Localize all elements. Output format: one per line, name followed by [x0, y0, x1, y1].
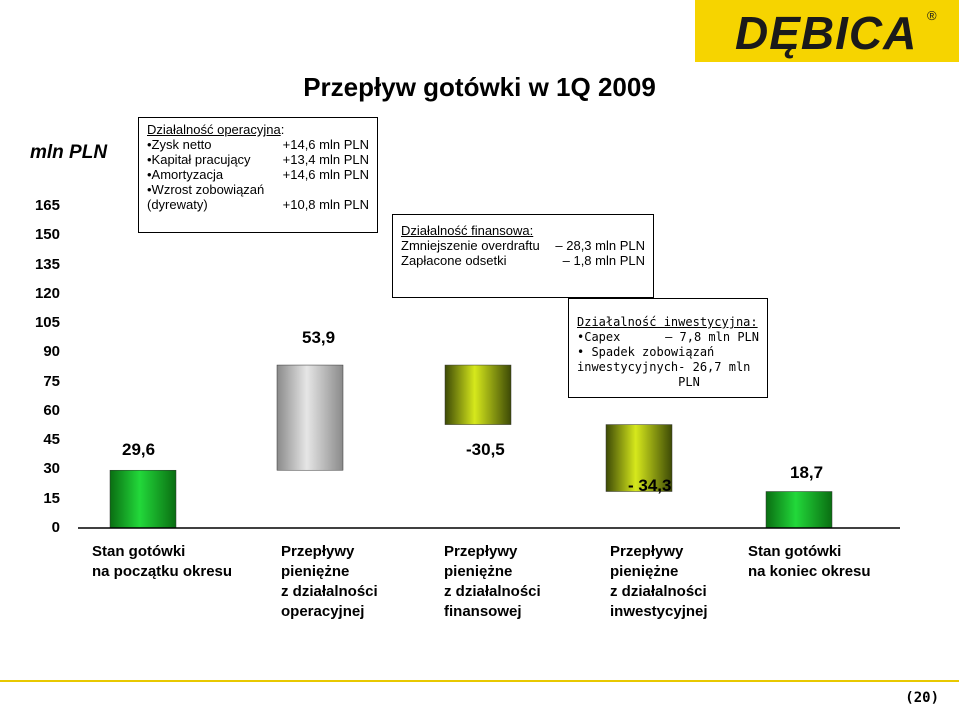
brand-logo: DĘBICA	[735, 7, 918, 59]
financing-activity-note: Działalność finansowa: Zmniejszenie over…	[392, 214, 654, 298]
investing-note-heading: Działalność inwestycyjna:	[577, 315, 758, 329]
operating-note-heading: Działalność operacyjna	[147, 122, 281, 137]
waterfall-bar-3	[605, 424, 673, 492]
category-label-2: Przepływy pieniężne z działalności finanso…	[444, 543, 541, 620]
waterfall-bar-1	[276, 364, 344, 471]
registered-mark: ®	[927, 8, 937, 23]
y-tick-label: 105	[34, 314, 60, 332]
page-title: Przepływ gotówki w 1Q 2009	[303, 72, 656, 102]
y-tick-label: 60	[43, 401, 60, 419]
waterfall-bar-2	[444, 364, 512, 425]
financing-note-row: Zmniejszenie overdraftu – 28,3 mln PLN	[401, 238, 645, 253]
y-tick-label: 45	[43, 431, 60, 449]
y-tick-label: 30	[43, 460, 60, 478]
y-tick-label: 120	[34, 284, 60, 302]
operating-note-row: •Zysk netto +14,6 mln PLN	[147, 137, 369, 152]
value-label-1: 53,9	[302, 328, 336, 347]
y-axis-unit: mln PLN	[30, 142, 108, 163]
category-label-0: Stan gotówki na początku okresu	[92, 543, 233, 580]
y-tick-label: 0	[51, 519, 60, 536]
category-label-1: Przepływy pieniężne z działalności operacy…	[281, 543, 378, 620]
financing-note-heading: Działalność finansowa:	[401, 223, 534, 238]
operating-note-row: •Wzrost zobowiązań	[147, 182, 265, 197]
financing-note-row: Zapłacone odsetki – 1,8 mln PLN	[401, 253, 645, 268]
operating-note-row: •Kapitał pracujący +13,4 mln PLN	[147, 152, 369, 167]
value-label-3: - 34,3	[628, 476, 672, 495]
category-label-4: Stan gotówki na koniec okresu	[748, 543, 871, 580]
y-tick-label: 90	[43, 343, 60, 361]
investing-note-row: inwestycyjnych - 26,7 mln PLN	[577, 360, 751, 389]
value-label-2: -30,5	[466, 440, 505, 459]
y-tick-label: 15	[43, 489, 60, 507]
investing-activity-note: Działalność inwestycyjna: •Capex – 7,8 ml…	[568, 298, 768, 398]
footer-line	[0, 680, 959, 682]
waterfall-bar-0	[109, 469, 177, 529]
y-tick-label: 165	[34, 197, 60, 214]
brand-logo-bar	[695, 0, 959, 62]
waterfall-bar-4	[765, 491, 833, 529]
operating-note-row: •Amortyzacja +14,6 mln PLN	[147, 167, 369, 182]
investing-note-row: •Capex – 7,8 mln PLN	[577, 330, 759, 344]
value-label-0: 29,6	[122, 440, 156, 459]
value-label-4: 18,7	[790, 463, 824, 482]
operating-activity-note: Działalność operacyjna: •Zysk netto +14,6…	[138, 117, 378, 233]
operating-note-row: (dyrewaty) +10,8 mln PLN	[147, 197, 369, 212]
y-tick-label: 135	[34, 255, 60, 273]
y-tick-label: 150	[34, 226, 60, 244]
page-number: (20)	[905, 690, 939, 706]
y-tick-label: 75	[43, 372, 60, 390]
investing-note-row: • Spadek zobowiązań	[577, 345, 715, 359]
category-label-3: Przepływy pieniężne z działalności inwesty…	[610, 543, 708, 620]
